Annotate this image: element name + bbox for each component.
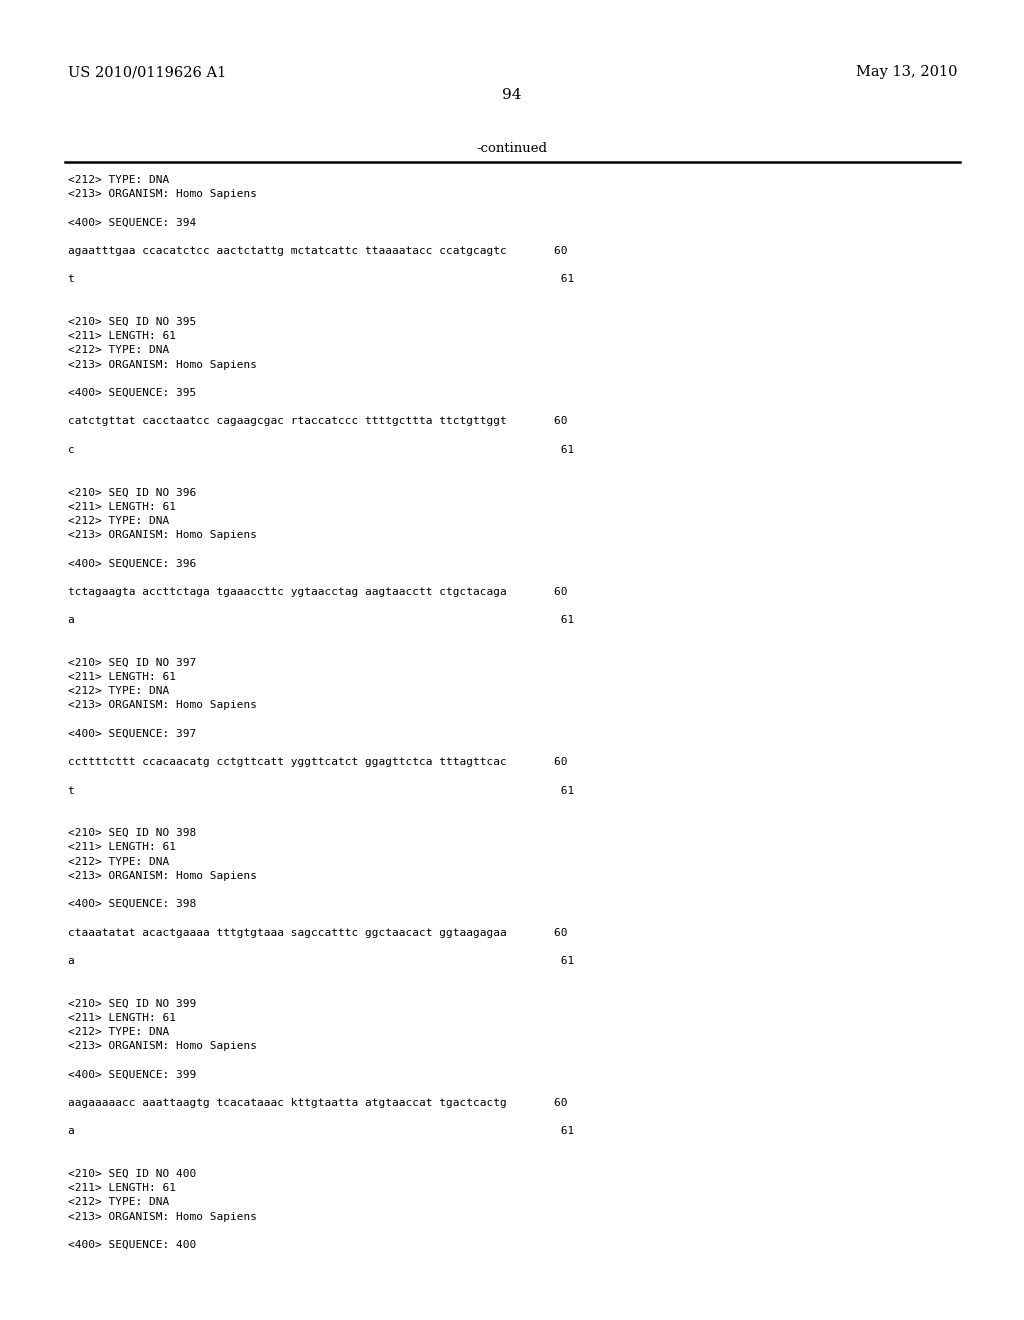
Text: ctaaatatat acactgaaaa tttgtgtaaa sagccatttc ggctaacact ggtaagagaa       60: ctaaatatat acactgaaaa tttgtgtaaa sagccat… [68, 928, 567, 937]
Text: <212> TYPE: DNA: <212> TYPE: DNA [68, 1197, 169, 1208]
Text: <212> TYPE: DNA: <212> TYPE: DNA [68, 516, 169, 525]
Text: a                                                                        61: a 61 [68, 956, 574, 966]
Text: ccttttcttt ccacaacatg cctgttcatt yggttcatct ggagttctca tttagttcac       60: ccttttcttt ccacaacatg cctgttcatt yggttca… [68, 758, 567, 767]
Text: t                                                                        61: t 61 [68, 785, 574, 796]
Text: t                                                                        61: t 61 [68, 275, 574, 284]
Text: <212> TYPE: DNA: <212> TYPE: DNA [68, 686, 169, 696]
Text: <213> ORGANISM: Homo Sapiens: <213> ORGANISM: Homo Sapiens [68, 359, 257, 370]
Text: <213> ORGANISM: Homo Sapiens: <213> ORGANISM: Homo Sapiens [68, 189, 257, 199]
Text: <212> TYPE: DNA: <212> TYPE: DNA [68, 346, 169, 355]
Text: <210> SEQ ID NO 397: <210> SEQ ID NO 397 [68, 657, 197, 668]
Text: a                                                                        61: a 61 [68, 1126, 574, 1137]
Text: agaatttgaa ccacatctcc aactctattg mctatcattc ttaaaatacc ccatgcagtc       60: agaatttgaa ccacatctcc aactctattg mctatca… [68, 246, 567, 256]
Text: <400> SEQUENCE: 396: <400> SEQUENCE: 396 [68, 558, 197, 569]
Text: <400> SEQUENCE: 398: <400> SEQUENCE: 398 [68, 899, 197, 909]
Text: <211> LENGTH: 61: <211> LENGTH: 61 [68, 672, 176, 682]
Text: <211> LENGTH: 61: <211> LENGTH: 61 [68, 502, 176, 512]
Text: -continued: -continued [476, 143, 548, 154]
Text: <400> SEQUENCE: 399: <400> SEQUENCE: 399 [68, 1069, 197, 1080]
Text: US 2010/0119626 A1: US 2010/0119626 A1 [68, 65, 226, 79]
Text: 94: 94 [502, 88, 522, 102]
Text: <210> SEQ ID NO 399: <210> SEQ ID NO 399 [68, 999, 197, 1008]
Text: <400> SEQUENCE: 400: <400> SEQUENCE: 400 [68, 1239, 197, 1250]
Text: <212> TYPE: DNA: <212> TYPE: DNA [68, 857, 169, 867]
Text: <213> ORGANISM: Homo Sapiens: <213> ORGANISM: Homo Sapiens [68, 701, 257, 710]
Text: <213> ORGANISM: Homo Sapiens: <213> ORGANISM: Homo Sapiens [68, 531, 257, 540]
Text: <400> SEQUENCE: 395: <400> SEQUENCE: 395 [68, 388, 197, 399]
Text: <210> SEQ ID NO 400: <210> SEQ ID NO 400 [68, 1170, 197, 1179]
Text: <211> LENGTH: 61: <211> LENGTH: 61 [68, 842, 176, 853]
Text: <400> SEQUENCE: 394: <400> SEQUENCE: 394 [68, 218, 197, 227]
Text: <212> TYPE: DNA: <212> TYPE: DNA [68, 1027, 169, 1038]
Text: May 13, 2010: May 13, 2010 [856, 65, 958, 79]
Text: <210> SEQ ID NO 398: <210> SEQ ID NO 398 [68, 828, 197, 838]
Text: <213> ORGANISM: Homo Sapiens: <213> ORGANISM: Homo Sapiens [68, 871, 257, 880]
Text: <211> LENGTH: 61: <211> LENGTH: 61 [68, 1012, 176, 1023]
Text: <213> ORGANISM: Homo Sapiens: <213> ORGANISM: Homo Sapiens [68, 1041, 257, 1051]
Text: aagaaaaacc aaattaagtg tcacataaac kttgtaatta atgtaaccat tgactcactg       60: aagaaaaacc aaattaagtg tcacataaac kttgtaa… [68, 1098, 567, 1107]
Text: c                                                                        61: c 61 [68, 445, 574, 455]
Text: <211> LENGTH: 61: <211> LENGTH: 61 [68, 331, 176, 341]
Text: <212> TYPE: DNA: <212> TYPE: DNA [68, 176, 169, 185]
Text: catctgttat cacctaatcc cagaagcgac rtaccatccc ttttgcttta ttctgttggt       60: catctgttat cacctaatcc cagaagcgac rtaccat… [68, 416, 567, 426]
Text: <213> ORGANISM: Homo Sapiens: <213> ORGANISM: Homo Sapiens [68, 1212, 257, 1221]
Text: a                                                                        61: a 61 [68, 615, 574, 626]
Text: <211> LENGTH: 61: <211> LENGTH: 61 [68, 1183, 176, 1193]
Text: <400> SEQUENCE: 397: <400> SEQUENCE: 397 [68, 729, 197, 739]
Text: <210> SEQ ID NO 396: <210> SEQ ID NO 396 [68, 487, 197, 498]
Text: <210> SEQ ID NO 395: <210> SEQ ID NO 395 [68, 317, 197, 327]
Text: tctagaagta accttctaga tgaaaccttc ygtaacctag aagtaacctt ctgctacaga       60: tctagaagta accttctaga tgaaaccttc ygtaacc… [68, 587, 567, 597]
